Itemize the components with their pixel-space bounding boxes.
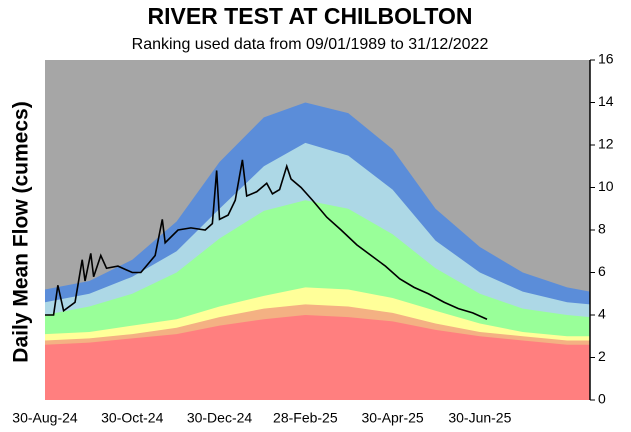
x-tick-label: 28-Feb-25 — [273, 410, 338, 426]
chart-title: RIVER TEST AT CHILBOLTON — [148, 3, 473, 29]
x-tick-label: 30-Aug-24 — [12, 410, 78, 426]
y-tick-label: 16 — [598, 51, 614, 67]
percentile-band — [45, 315, 590, 400]
y-tick-label: 4 — [598, 306, 606, 322]
y-tick-label: 0 — [598, 391, 606, 407]
x-tick-label: 30-Jun-25 — [448, 410, 511, 426]
chart-subtitle: Ranking used data from 09/01/1989 to 31/… — [132, 36, 489, 53]
x-tick-label: 30-Apr-25 — [361, 410, 423, 426]
x-tick-label: 30-Oct-24 — [101, 410, 163, 426]
y-tick-label: 8 — [598, 221, 606, 237]
y-tick-label: 12 — [598, 136, 614, 152]
flow-line — [45, 159, 488, 320]
x-tick-label: 30-Dec-24 — [187, 410, 253, 426]
y-tick-label: 14 — [598, 93, 614, 109]
y-tick-label: 2 — [598, 348, 606, 364]
y-tick-label: 10 — [598, 178, 614, 194]
y-axis-label: Daily Mean Flow (cumecs) — [10, 101, 33, 362]
y-tick-label: 6 — [598, 263, 606, 279]
